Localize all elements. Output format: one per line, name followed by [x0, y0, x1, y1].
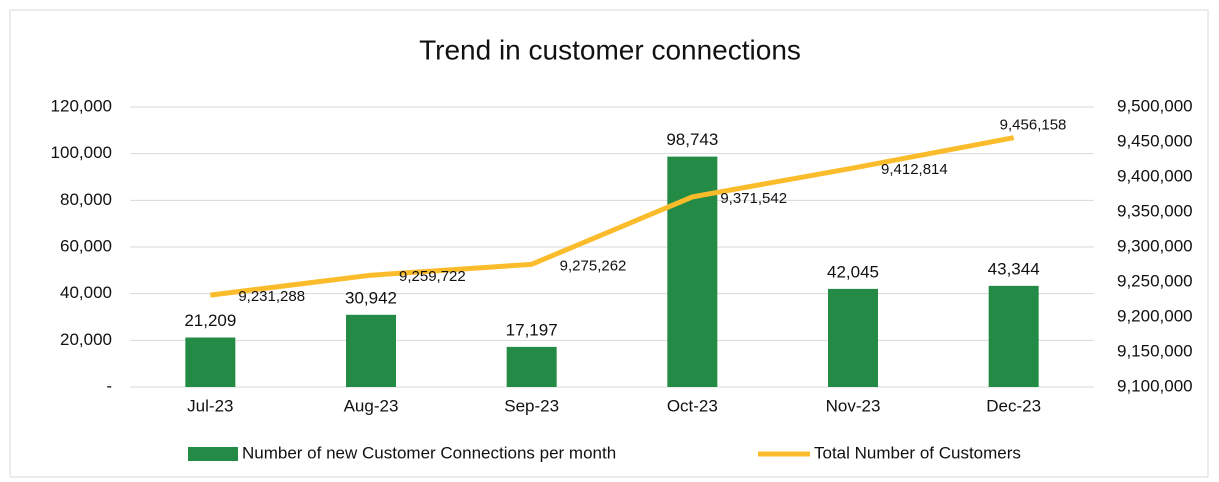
x-tick-label: Jul-23: [187, 396, 233, 415]
legend-label: Total Number of Customers: [814, 443, 1021, 462]
legend-label: Number of new Customer Connections per m…: [242, 443, 616, 462]
y-tick-label: 80,000: [60, 190, 112, 209]
y2-tick-label: 9,150,000: [1117, 341, 1193, 360]
bar-value-label: 98,743: [666, 130, 718, 149]
x-tick-label: Dec-23: [986, 396, 1041, 415]
bar: [506, 346, 557, 387]
chart-border: [9, 9, 1209, 478]
bar: [828, 288, 878, 387]
y2-tick-label: 9,500,000: [1117, 96, 1193, 115]
y-tick-label: 40,000: [60, 283, 112, 302]
y2-tick-label: 9,250,000: [1117, 271, 1193, 290]
bar-value-label: 21,209: [184, 311, 236, 330]
y-tick-label: 20,000: [60, 330, 112, 349]
y2-tick-label: 9,100,000: [1117, 376, 1193, 395]
bar-value-label: 30,942: [345, 288, 397, 307]
y2-tick-label: 9,400,000: [1117, 166, 1193, 185]
line-value-label: 9,412,814: [881, 161, 948, 178]
y-tick-label: 100,000: [51, 143, 112, 162]
line: [210, 135, 1015, 298]
x-tick-label: Nov-23: [826, 396, 881, 415]
chart-title: Trend in customer connections: [419, 34, 801, 65]
line-value-label: 9,231,288: [238, 288, 305, 305]
bar-value-label: 42,045: [827, 262, 879, 281]
y2-tick-label: 9,450,000: [1117, 131, 1193, 150]
bar: [667, 156, 718, 387]
bar: [346, 314, 396, 387]
line-value-label: 9,456,158: [1000, 117, 1067, 134]
y2-tick-label: 9,300,000: [1117, 236, 1193, 255]
line-value-label: 9,259,722: [399, 268, 466, 285]
line-value-label: 9,371,542: [720, 190, 787, 207]
y-tick-label: -: [106, 376, 112, 395]
y-tick-label: 120,000: [51, 96, 112, 115]
x-tick-label: Sep-23: [504, 396, 559, 415]
x-tick-label: Oct-23: [667, 396, 718, 415]
bar: [185, 337, 236, 387]
y2-tick-label: 9,200,000: [1117, 306, 1193, 325]
legend-swatch: [188, 447, 238, 461]
y-tick-label: 60,000: [60, 236, 112, 255]
bar-value-label: 43,344: [988, 259, 1040, 278]
x-tick-label: Aug-23: [344, 396, 399, 415]
bar: [988, 285, 1039, 387]
bar-value-label: 17,197: [506, 320, 558, 339]
line-value-label: 9,275,262: [560, 257, 627, 274]
y2-tick-label: 9,350,000: [1117, 201, 1193, 220]
